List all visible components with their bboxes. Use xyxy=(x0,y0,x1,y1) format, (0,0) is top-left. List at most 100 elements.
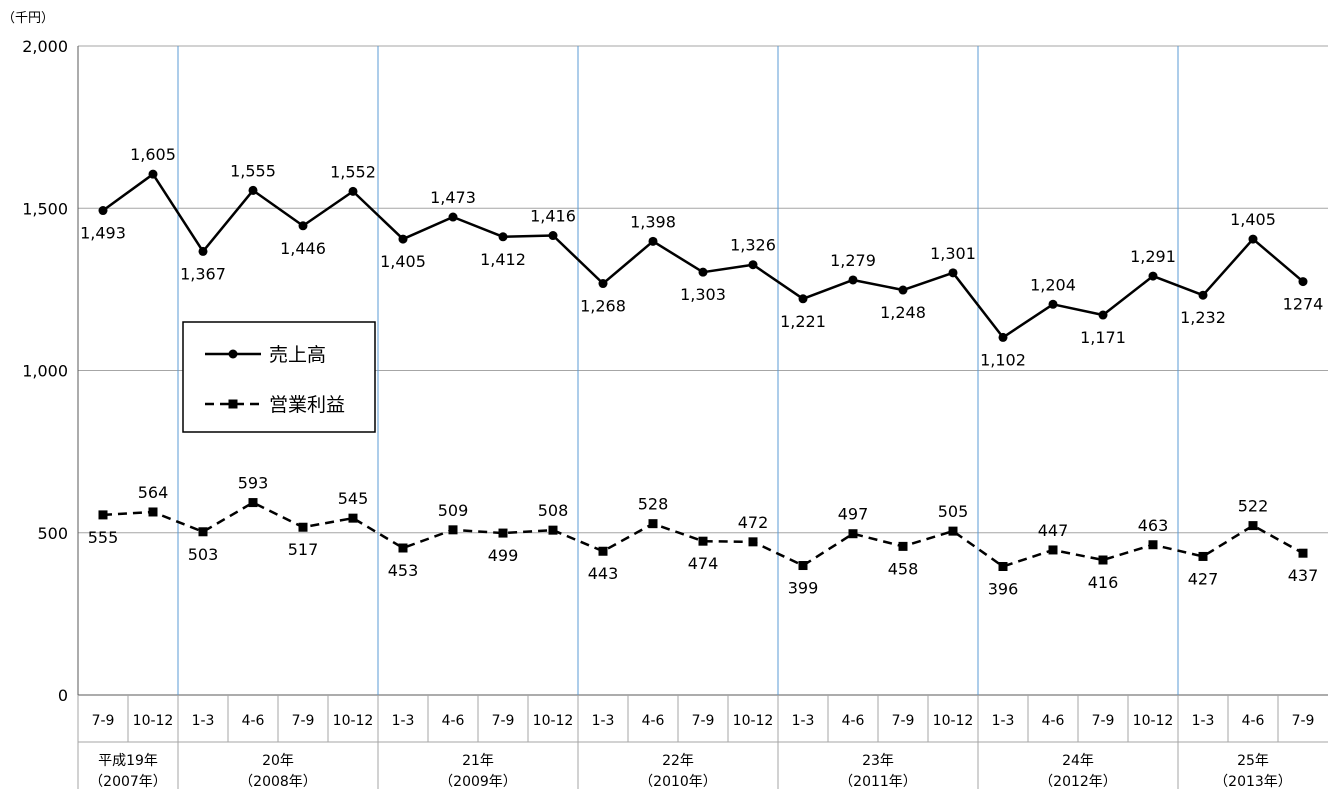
legend-label: 売上高 xyxy=(269,344,326,366)
data-point-circle xyxy=(848,275,858,285)
data-label: 1,303 xyxy=(680,285,726,304)
data-label: 1,416 xyxy=(530,207,576,226)
data-label: 437 xyxy=(1288,566,1319,585)
data-label: 1,405 xyxy=(380,252,426,271)
data-label: 555 xyxy=(88,528,119,547)
data-point-circle xyxy=(448,212,458,222)
data-label: 1,268 xyxy=(580,297,626,316)
data-label: 1,605 xyxy=(130,145,176,164)
data-point-circle xyxy=(598,279,608,289)
data-label: 416 xyxy=(1088,573,1119,592)
data-point-square xyxy=(1148,540,1158,550)
data-point-square xyxy=(698,536,708,546)
data-label: 593 xyxy=(238,474,269,493)
data-label: 522 xyxy=(1238,497,1269,516)
data-label: 517 xyxy=(288,540,319,559)
year-label: 23年 xyxy=(862,753,894,769)
x-tick-label: 1-3 xyxy=(392,713,415,729)
data-point-circle xyxy=(548,231,558,241)
x-tick-label: 4-6 xyxy=(442,713,465,729)
x-tick-label: 7-9 xyxy=(1292,713,1315,729)
y-tick-label: 0 xyxy=(58,686,68,705)
year-label: 22年 xyxy=(662,753,694,769)
year-sublabel: （2012年） xyxy=(1039,774,1117,790)
x-tick-label: 7-9 xyxy=(92,713,115,729)
data-label: 1,552 xyxy=(330,162,376,181)
x-tick-label: 10-12 xyxy=(133,713,174,729)
data-label: 1,446 xyxy=(280,239,326,258)
x-tick-label: 1-3 xyxy=(992,713,1015,729)
data-label: 545 xyxy=(338,489,369,508)
x-tick-label: 4-6 xyxy=(842,713,865,729)
data-point-square xyxy=(148,507,158,517)
data-label: 1,248 xyxy=(880,303,926,322)
y-tick-label: 500 xyxy=(37,524,68,543)
data-label: 1,555 xyxy=(230,161,276,180)
year-sublabel: （2010年） xyxy=(639,774,717,790)
x-tick-label: 7-9 xyxy=(1092,713,1115,729)
data-label: 1,473 xyxy=(430,188,476,207)
y-tick-label: 1,500 xyxy=(22,199,68,218)
data-label: 505 xyxy=(938,502,969,521)
x-tick-label: 4-6 xyxy=(1042,713,1065,729)
data-label: 1,171 xyxy=(1080,328,1126,347)
data-point-square xyxy=(648,519,658,529)
x-tick-label: 7-9 xyxy=(492,713,515,729)
legend-box xyxy=(182,321,376,433)
data-point-square xyxy=(298,522,308,532)
x-tick-label: 4-6 xyxy=(1242,713,1265,729)
y-tick-label: 1,000 xyxy=(22,362,68,381)
data-label: 497 xyxy=(838,505,869,524)
data-label: 1,221 xyxy=(780,312,826,331)
x-tick-label: 7-9 xyxy=(292,713,315,729)
year-sublabel: （2007年） xyxy=(89,774,167,790)
data-point-circle xyxy=(698,267,708,277)
data-point-circle xyxy=(1148,271,1158,281)
data-point-circle xyxy=(298,221,308,231)
year-sublabel: （2011年） xyxy=(839,774,917,790)
data-point-square xyxy=(198,527,208,537)
data-point-square xyxy=(998,561,1008,571)
x-tick-label: 4-6 xyxy=(642,713,665,729)
year-label: 25年 xyxy=(1237,753,1269,769)
x-tick-label: 10-12 xyxy=(733,713,774,729)
y-axis-ticks: 0 500 1,000 1,500 2,000 xyxy=(22,37,68,705)
data-point-square xyxy=(1048,545,1058,555)
data-point-square xyxy=(1298,548,1308,558)
data-label: 1,291 xyxy=(1130,247,1176,266)
data-label: 1,412 xyxy=(480,250,526,269)
data-label: 1,398 xyxy=(630,212,676,231)
data-label: 399 xyxy=(788,579,819,598)
data-labels: 1,493 1,605 1,367 1,555 1,446 1,552 1,405 1,473… xyxy=(80,145,1323,598)
series-group xyxy=(98,169,1308,571)
legend-label: 営業利益 xyxy=(269,394,345,416)
x-tick-label: 1-3 xyxy=(192,713,215,729)
data-point-circle xyxy=(1298,277,1308,287)
data-point-circle xyxy=(1098,310,1108,320)
data-label: 503 xyxy=(188,545,219,564)
data-label: 1,301 xyxy=(930,244,976,263)
data-label: 458 xyxy=(888,559,919,578)
x-tick-label: 7-9 xyxy=(892,713,915,729)
x-axis: 7-9 10-12 1-3 4-6 7-9 10-12 1-3 4-6 7-9 10-12 1-3 4… xyxy=(77,695,1328,790)
legend-marker-square xyxy=(228,399,238,409)
data-point-square xyxy=(898,541,908,551)
data-point-square xyxy=(748,537,758,547)
data-label: 1,493 xyxy=(80,224,126,243)
x-tick-label: 4-6 xyxy=(242,713,265,729)
data-point-square xyxy=(398,543,408,553)
data-point-circle xyxy=(148,169,158,179)
year-dividers xyxy=(177,46,1179,695)
data-label: 1,102 xyxy=(980,350,1026,369)
data-point-circle xyxy=(398,234,408,244)
data-label: 427 xyxy=(1188,569,1219,588)
data-label: 499 xyxy=(488,546,519,565)
data-label: 1,204 xyxy=(1030,275,1076,294)
year-label: 20年 xyxy=(262,753,294,769)
data-label: 1,326 xyxy=(730,236,776,255)
data-point-circle xyxy=(648,236,658,246)
data-point-square xyxy=(548,525,558,535)
